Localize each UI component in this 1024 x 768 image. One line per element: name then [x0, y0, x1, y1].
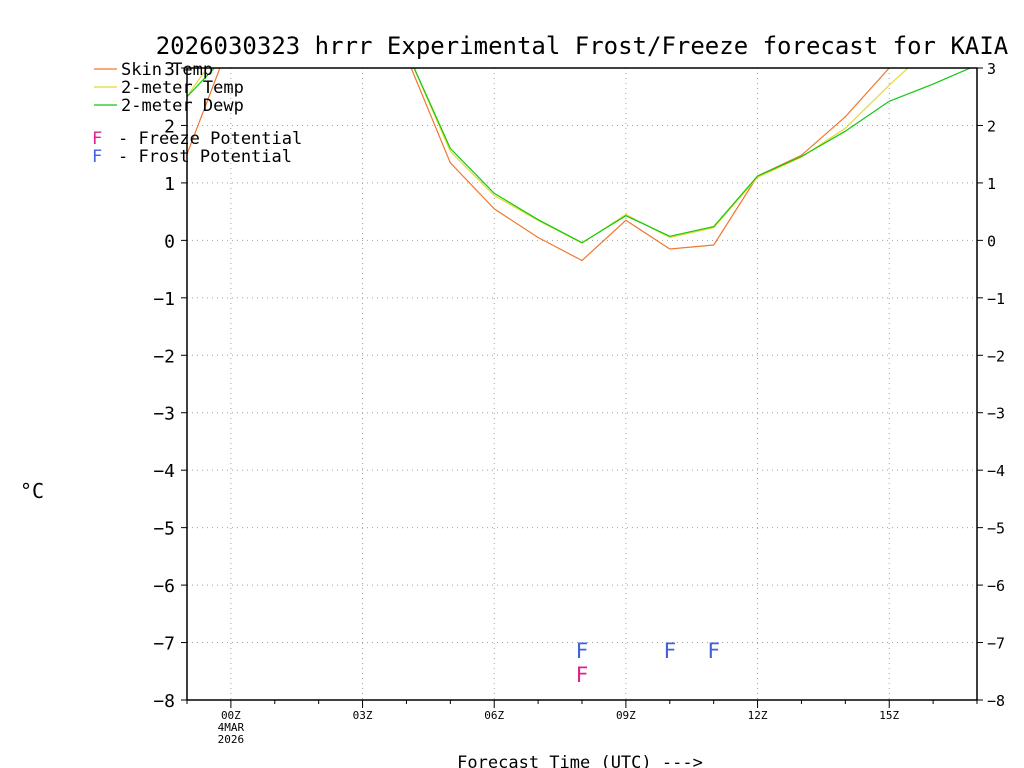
x-tick-label: 03Z [353, 709, 373, 722]
freeze-potential-marker: F [576, 663, 589, 687]
y-tick-label-left: 0 [164, 231, 175, 252]
y-tick-label-right: 3 [987, 60, 996, 78]
legend-symbol: F [92, 147, 102, 167]
y-tick-label-right: −2 [987, 347, 1005, 365]
x-tick-label: 12Z [748, 709, 768, 722]
x-axis-label: Forecast Time (UTC) ---> [457, 753, 703, 768]
legend-symbol: F [92, 129, 102, 149]
x-tick-date-label: 4MAR [218, 721, 245, 734]
y-tick-label-left: 2 [164, 116, 175, 137]
y-axis-unit-label: °C [20, 479, 44, 503]
y-tick-label-left: −4 [153, 461, 175, 482]
y-tick-label-right: 0 [987, 232, 996, 250]
legend-entry-label: - Freeze Potential [118, 129, 302, 149]
y-tick-label-right: −5 [987, 520, 1005, 538]
series-line-skin-temp [187, 68, 891, 262]
y-tick-label-right: −6 [987, 577, 1005, 595]
y-tick-label-right: −1 [987, 290, 1005, 308]
legend-entry-label: 2-meter Temp [121, 78, 244, 98]
y-tick-label-right: −3 [987, 405, 1005, 423]
frost-potential-marker: F [707, 639, 720, 663]
y-tick-label-left: −3 [153, 404, 175, 425]
y-tick-label-left: −2 [153, 346, 175, 367]
x-tick-year-label: 2026 [218, 733, 245, 746]
legend-entry-label: - Frost Potential [118, 147, 292, 167]
y-tick-label-right: −4 [987, 462, 1005, 480]
x-tick-label: 09Z [616, 709, 636, 722]
legend-entry-label: Skin Temp [121, 60, 213, 80]
chart-title: 2026030323 hrrr Experimental Frost/Freez… [156, 32, 1009, 60]
x-tick-label: 15Z [879, 709, 899, 722]
frost-potential-marker: F [663, 639, 676, 663]
y-tick-label-left: −5 [153, 519, 175, 540]
y-tick-label-right: 1 [987, 175, 996, 193]
y-tick-label-right: 2 [987, 117, 996, 135]
y-tick-label-left: 1 [164, 174, 175, 195]
axes: 3 3 2 2 1 1 0 0 −1 −1 −2 −2 −3 −3 −4 −4 −5 −5 −6 −6 −7 −7 −8 −8… [153, 59, 1005, 746]
y-tick-label-left: −6 [153, 576, 175, 597]
y-tick-label-left: 3 [164, 59, 175, 80]
y-tick-label-left: −1 [153, 289, 175, 310]
y-tick-label-right: −7 [987, 635, 1005, 653]
y-tick-label-left: −7 [153, 634, 175, 655]
grid [187, 68, 977, 700]
series-lines [187, 68, 972, 262]
potential-markers: FFF F [576, 639, 720, 687]
y-tick-label-left: −8 [153, 691, 175, 712]
series-line-2-meter-dewp [187, 68, 972, 244]
frost-potential-marker: F [576, 639, 589, 663]
x-tick-label: 06Z [484, 709, 504, 722]
legend-entry-label: 2-meter Dewp [121, 96, 244, 116]
x-tick-label: 00Z [221, 709, 241, 722]
plot-frame [186, 67, 978, 701]
y-tick-label-right: −8 [987, 692, 1005, 710]
